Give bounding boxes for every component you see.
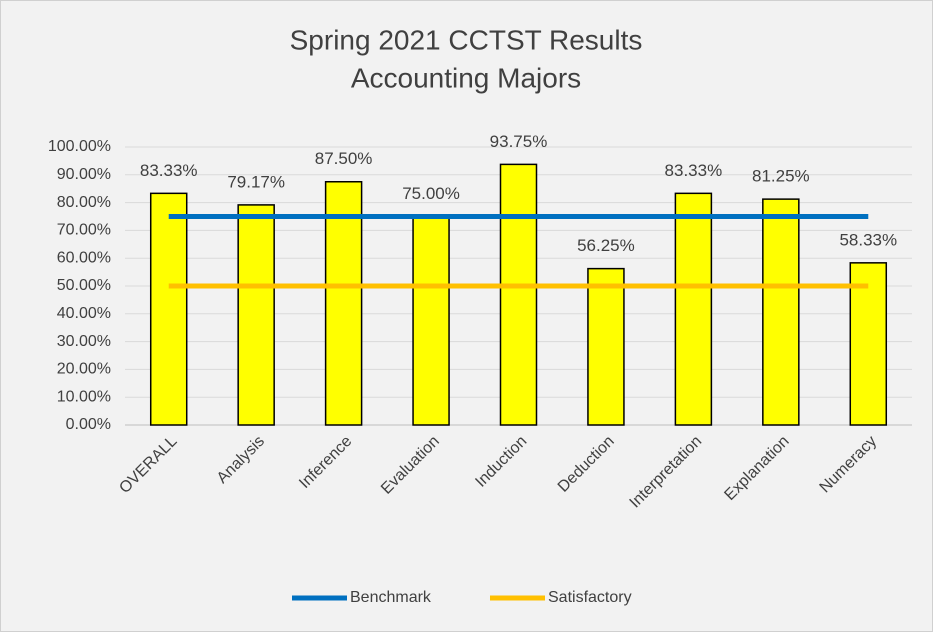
data-label: 83.33% xyxy=(665,161,723,180)
chart-title: Spring 2021 CCTST Results xyxy=(290,24,643,55)
data-label: 81.25% xyxy=(752,167,810,186)
y-tick-label: 100.00% xyxy=(48,138,111,155)
y-tick-label: 70.00% xyxy=(57,222,111,239)
y-tick-label: 40.00% xyxy=(57,305,111,322)
bar xyxy=(674,192,713,426)
data-label: 56.25% xyxy=(577,236,635,255)
y-tick-label: 30.00% xyxy=(57,333,111,350)
bar xyxy=(412,215,450,426)
data-label: 79.17% xyxy=(227,172,285,191)
data-label: 87.50% xyxy=(315,149,373,168)
y-tick-label: 20.00% xyxy=(57,361,111,378)
bar xyxy=(849,262,888,426)
y-tick-label: 50.00% xyxy=(57,277,111,294)
bar xyxy=(237,204,275,426)
bar xyxy=(587,267,625,426)
data-label: 58.33% xyxy=(839,230,897,249)
chart-subtitle: Accounting Majors xyxy=(351,62,581,93)
y-tick-label: 80.00% xyxy=(57,194,111,211)
legend-label: Satisfactory xyxy=(548,589,632,606)
bar xyxy=(499,163,538,426)
bar xyxy=(324,181,363,426)
bar xyxy=(762,198,800,426)
y-tick-label: 0.00% xyxy=(66,416,111,433)
y-tick-label: 10.00% xyxy=(57,388,111,405)
data-label: 75.00% xyxy=(402,184,460,203)
y-tick-label: 90.00% xyxy=(57,166,111,183)
bar xyxy=(149,192,188,426)
y-tick-label: 60.00% xyxy=(57,249,111,266)
data-label: 83.33% xyxy=(140,161,198,180)
legend-label: Benchmark xyxy=(350,589,432,606)
data-label: 93.75% xyxy=(490,132,548,151)
